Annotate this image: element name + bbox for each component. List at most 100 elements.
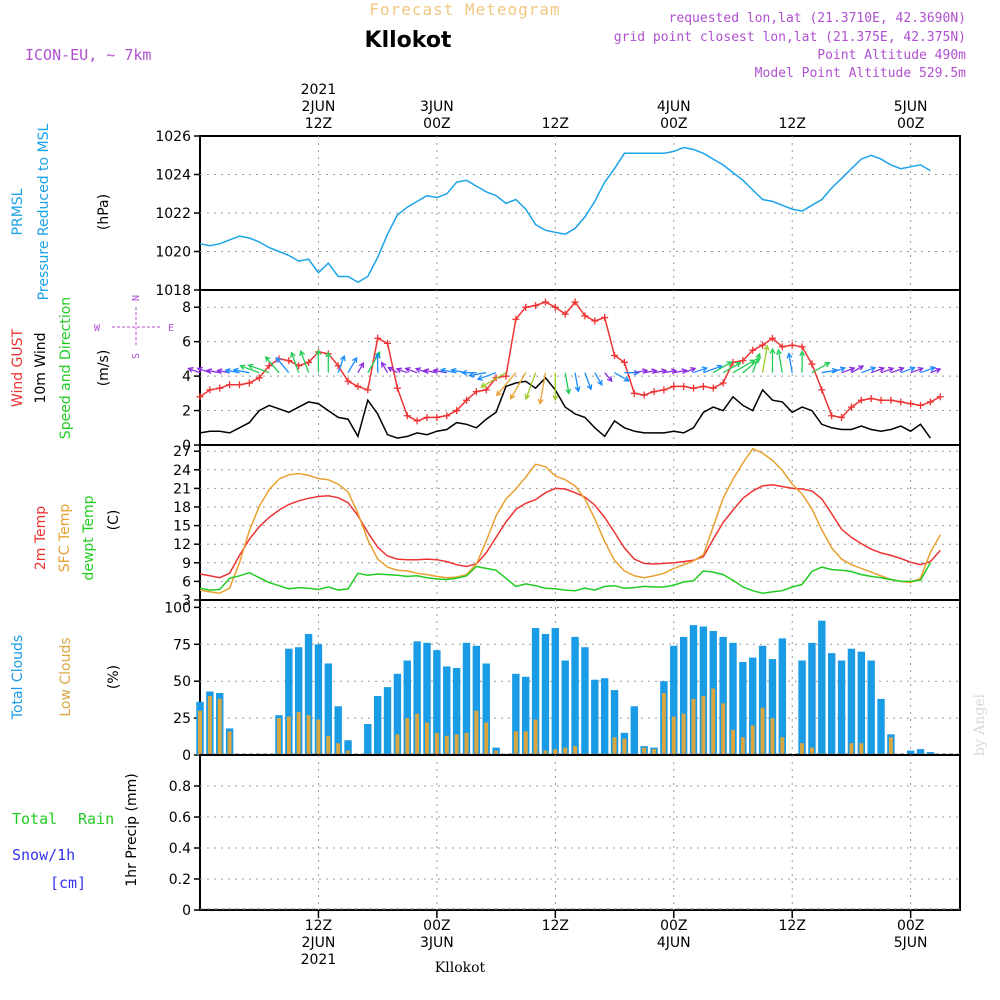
wind-arrow [275, 356, 290, 374]
low-clouds-bar [750, 725, 755, 755]
top-time-label: 00Z [660, 116, 687, 132]
compass-rose-icon: N S W E [94, 295, 174, 359]
wind-arrow [187, 367, 201, 374]
clouds-ytick-label: 50 [173, 674, 191, 690]
pressure-ytick-label: 1026 [155, 129, 191, 145]
total-clouds-bar [591, 679, 599, 755]
wind-arrow [712, 361, 733, 374]
wind-arrow [495, 372, 517, 397]
gust-marker [216, 384, 224, 392]
temp-label-2m: 2m Temp [33, 506, 49, 570]
pressure-ytick-label: 1024 [155, 168, 191, 184]
total-clouds-bar [867, 660, 875, 755]
low-clouds-bar [296, 712, 301, 755]
low-clouds-bar [681, 713, 686, 755]
wind-arrow [890, 366, 905, 374]
wind-ytick-label: 4 [182, 369, 191, 385]
wind-arrow [821, 367, 839, 374]
clouds-panel: 0 25 50 75 100 [164, 599, 961, 764]
gust-marker [778, 343, 786, 351]
gust-marker [265, 362, 273, 370]
wind-arrow [732, 359, 756, 374]
precipitation-ytick-label: 0.2 [169, 872, 191, 888]
cloud-label-total: Total Clouds [10, 635, 26, 720]
gust-marker [917, 401, 925, 409]
temperature-labels: 2m Temp SFC Temp dewpt Temp (C) [33, 495, 122, 580]
gust-marker [877, 396, 885, 404]
wind-arrow [799, 350, 806, 373]
gust-marker [502, 372, 510, 380]
clouds-ytick-label: 0 [182, 748, 191, 764]
gust-marker [640, 391, 648, 399]
wind-arrow [870, 366, 886, 374]
total-clouds-bar [285, 648, 293, 755]
wind-arrow [683, 367, 697, 374]
cloud-unit: (%) [106, 665, 122, 689]
low-clouds-bar [306, 715, 311, 755]
wind-arrow [851, 365, 865, 374]
total-clouds-bar [314, 644, 323, 755]
low-clouds-bar [326, 735, 331, 755]
total-clouds-bar [364, 724, 372, 755]
wind-arrow [357, 361, 365, 374]
clouds-ytick-label: 75 [173, 637, 191, 653]
compass-e: E [168, 323, 174, 334]
total-clouds-bar [749, 657, 757, 755]
gust-marker [561, 310, 569, 318]
precip-labels: Total Rain Snow/1h [cm] 1hr Precip (mm) [12, 773, 140, 892]
precipitation-ytick-label: 0 [182, 903, 191, 919]
bottom-time-label: 12Z [542, 918, 569, 934]
wind-arrow [476, 372, 497, 381]
total-clouds-bar [857, 651, 865, 755]
total-clouds-bar [768, 659, 777, 755]
gust-marker [512, 315, 520, 323]
total-clouds-bar [916, 749, 925, 755]
wind-arrow [761, 344, 770, 373]
wind-panel: 0 2 4 6 8 [182, 289, 961, 454]
panels: 1018102010221024102602468369121518212427… [155, 129, 961, 919]
total-clouds-bar [531, 628, 540, 755]
temp-unit: (C) [106, 510, 122, 531]
bottom-time-label: 3JUN [420, 935, 454, 951]
low-clouds-bar [336, 743, 341, 755]
gust-marker [601, 314, 609, 322]
gust-marker [393, 384, 401, 392]
pressure-line [199, 146, 931, 284]
top-time-label: 12Z [305, 116, 332, 132]
tsfc-line [199, 447, 941, 594]
gust-marker [344, 377, 352, 385]
total-clouds-bar [393, 673, 402, 755]
gust-marker [611, 351, 619, 359]
low-clouds-bar [661, 693, 666, 755]
total-clouds-bar [383, 687, 392, 755]
total-clouds-bar [719, 636, 727, 755]
wind-arrow [564, 372, 572, 395]
wind-arrow [614, 372, 630, 382]
model-altitude: Model Point Altitude 529.5m [755, 66, 966, 81]
total-clouds-bar [679, 636, 688, 755]
low-clouds-bar [760, 707, 765, 755]
wind-arrow [468, 371, 487, 378]
gust-marker [690, 384, 698, 392]
gust-marker [551, 303, 559, 311]
gust-marker [680, 382, 688, 390]
wind-arrow [374, 352, 381, 373]
wind-unit: (m/s) [96, 350, 112, 387]
gust-marker [630, 389, 638, 397]
wind-arrow [910, 366, 924, 374]
gust-marker [739, 357, 747, 365]
gust-marker [384, 339, 392, 347]
pressure-labels: PRMSL Pressure Reduced to MSL (hPa) [10, 123, 112, 300]
gust-marker [364, 386, 372, 394]
gust-marker [541, 298, 549, 306]
wind-arrow [239, 364, 260, 374]
gust-marker [660, 386, 668, 394]
low-clouds-bar [434, 732, 439, 755]
low-clouds-bar [770, 718, 775, 755]
precip-label-rain: Rain [78, 810, 114, 828]
temperature-frame [199, 444, 961, 601]
total-clouds-bar [433, 650, 441, 755]
temperature-ytick-label: 24 [173, 463, 191, 479]
